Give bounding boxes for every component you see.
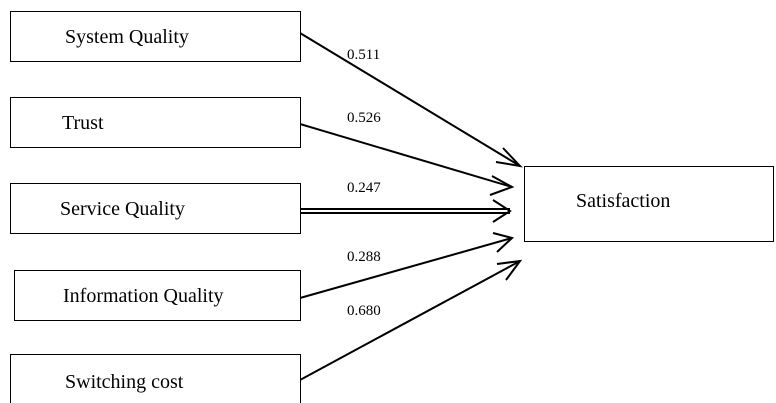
predictor-label: System Quality	[65, 26, 189, 48]
arrow-system-quality	[299, 32, 521, 167]
arrowhead-service-quality	[492, 199, 512, 223]
coefficient-trust: 0.526	[347, 110, 381, 126]
coefficient-switching-cost: 0.680	[347, 303, 381, 319]
coefficient-system-quality: 0.511	[347, 47, 381, 63]
predictor-box-trust: Trust	[10, 97, 301, 148]
arrow-trust	[299, 123, 513, 188]
predictor-box-system-quality: System Quality	[10, 11, 301, 62]
predictor-box-switching-cost: Switching cost	[10, 354, 301, 403]
outcome-box-satisfaction: Satisfaction	[524, 166, 774, 242]
arrow-information-quality	[299, 237, 513, 299]
coefficient-information-quality: 0.288	[347, 249, 381, 265]
arrow-switching-cost	[299, 260, 521, 381]
arrowhead-information-quality	[492, 232, 515, 253]
coefficient-service-quality: 0.247	[347, 180, 381, 196]
arrowhead-switching-cost	[496, 259, 523, 281]
predictor-label: Service Quality	[60, 198, 185, 220]
predictor-label: Switching cost	[65, 371, 184, 393]
predictor-box-service-quality: Service Quality	[10, 183, 301, 234]
arrowhead-system-quality	[495, 147, 523, 168]
outcome-label: Satisfaction	[576, 190, 671, 212]
arrowhead-trust	[489, 175, 515, 196]
predictor-label: Information Quality	[63, 285, 224, 307]
predictor-box-information-quality: Information Quality	[14, 270, 301, 321]
predictor-label: Trust	[62, 112, 104, 134]
